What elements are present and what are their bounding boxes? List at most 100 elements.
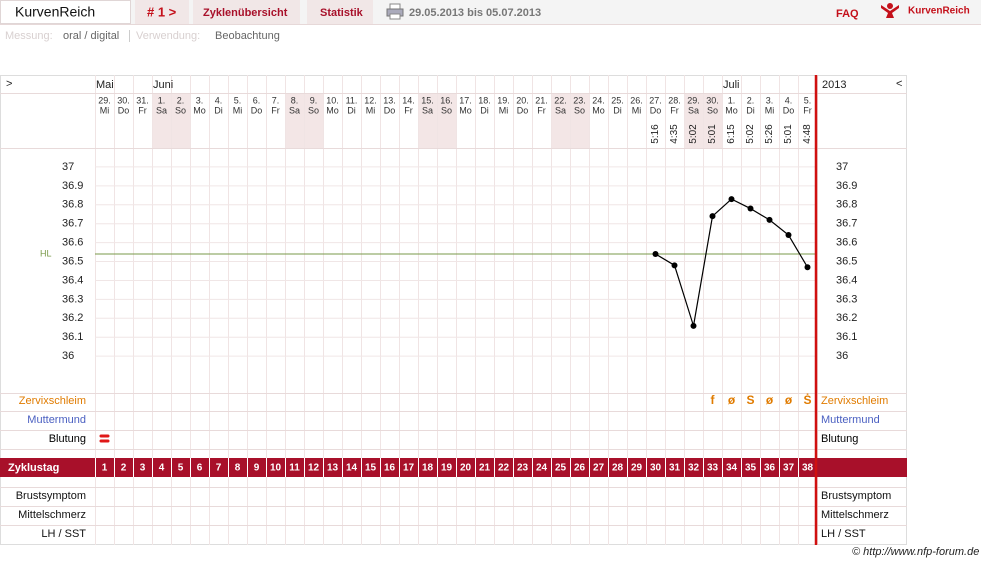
cycle-tab[interactable] bbox=[135, 0, 189, 24]
month-label: Juni bbox=[153, 79, 173, 91]
y-tick-label: 36.4 bbox=[836, 274, 857, 286]
weekday-label: Fr bbox=[670, 105, 679, 115]
y-tick-label: 36.6 bbox=[62, 237, 83, 249]
cycle-day: 31 bbox=[669, 463, 681, 474]
temperature-point bbox=[804, 264, 811, 271]
weekend-shade bbox=[285, 94, 304, 148]
weekend-shade bbox=[684, 94, 703, 148]
weekday-label: Mi bbox=[100, 105, 110, 115]
cycle-day: 24 bbox=[536, 463, 548, 474]
day-label: 16. bbox=[440, 95, 453, 105]
row-label: Brustsymptom bbox=[16, 490, 86, 502]
weekday-label: Fr bbox=[138, 105, 147, 115]
cycle-day: 27 bbox=[593, 463, 605, 474]
y-tick-label: 36.2 bbox=[62, 312, 83, 324]
weekday-label: Di bbox=[613, 105, 622, 115]
weekday-label: Sa bbox=[555, 105, 566, 115]
y-tick-label: 36.6 bbox=[836, 237, 857, 249]
bleeding-stroke bbox=[99, 434, 110, 438]
y-tick-label: 36.7 bbox=[836, 218, 857, 230]
bleeding-stroke bbox=[99, 439, 110, 443]
tab[interactable] bbox=[307, 0, 373, 24]
weekday-label: Di bbox=[480, 105, 489, 115]
nav-button[interactable]: < bbox=[896, 78, 902, 90]
time-label: 5:01 bbox=[707, 124, 718, 144]
weekend-shade bbox=[152, 94, 171, 148]
temperature-point bbox=[652, 250, 659, 257]
row-label: Muttermund bbox=[27, 414, 86, 426]
cycle-day: 7 bbox=[216, 463, 222, 474]
weekday-label: Mi bbox=[765, 105, 775, 115]
weekend-shade bbox=[304, 94, 323, 148]
temperature-point bbox=[728, 196, 735, 203]
y-tick-label: 36.5 bbox=[836, 255, 857, 267]
weekday-label: Mi bbox=[366, 105, 376, 115]
cycle-day: 36 bbox=[764, 463, 776, 474]
y-tick-label: 36.3 bbox=[62, 293, 83, 305]
cycle-day: 28 bbox=[612, 463, 624, 474]
cycle-day: 1 bbox=[102, 463, 108, 474]
month-label: Juli bbox=[723, 79, 740, 91]
weekend-shade bbox=[437, 94, 456, 148]
weekday-label: Mo bbox=[725, 105, 738, 115]
row-label: Mittelschmerz bbox=[18, 509, 86, 521]
day-label: 4. bbox=[785, 95, 793, 105]
weekday-label: Mi bbox=[499, 105, 509, 115]
day-label: 23. bbox=[573, 95, 586, 105]
day-label: 3. bbox=[766, 95, 774, 105]
weekday-label: So bbox=[574, 105, 585, 115]
day-label: 24. bbox=[592, 95, 605, 105]
weekday-label: Do bbox=[517, 105, 529, 115]
row-label: LH / SST bbox=[821, 528, 866, 540]
time-label: 4:48 bbox=[802, 124, 813, 144]
cycle-day: 4 bbox=[159, 463, 165, 474]
year-label: 2013 bbox=[822, 79, 846, 91]
cycle-day: 22 bbox=[498, 463, 510, 474]
cycle-day: 34 bbox=[726, 463, 738, 474]
weekday-label: Do bbox=[118, 105, 130, 115]
cycle-day: 25 bbox=[555, 463, 567, 474]
cycle-day: 12 bbox=[308, 463, 320, 474]
app-title: KurvenReich bbox=[15, 4, 95, 20]
weekday-label: Mi bbox=[632, 105, 642, 115]
cycle-day: 19 bbox=[441, 463, 453, 474]
y-tick-label: 36.5 bbox=[62, 255, 83, 267]
cycle-day: 23 bbox=[517, 463, 529, 474]
day-label: 31. bbox=[136, 95, 149, 105]
nav-button[interactable]: > bbox=[6, 78, 12, 90]
weekday-label: Mo bbox=[592, 105, 605, 115]
time-label: 5:16 bbox=[650, 124, 661, 144]
month-label: Mai bbox=[96, 79, 114, 91]
tab-label[interactable]: Statistik bbox=[320, 7, 364, 19]
tab[interactable] bbox=[193, 0, 300, 24]
row-label: Blutung bbox=[821, 433, 858, 445]
observation-symbol: f bbox=[711, 393, 716, 407]
cycle-day: 5 bbox=[178, 463, 184, 474]
row-label: Muttermund bbox=[821, 414, 880, 426]
day-label: 2. bbox=[177, 95, 185, 105]
day-label: 4. bbox=[215, 95, 223, 105]
cycle-day: 33 bbox=[707, 463, 719, 474]
weekday-label: Sa bbox=[156, 105, 167, 115]
printer-icon[interactable] bbox=[386, 3, 404, 20]
tab-label[interactable]: Zyklenübersicht bbox=[203, 7, 288, 19]
weekday-label: So bbox=[441, 105, 452, 115]
day-label: 22. bbox=[554, 95, 567, 105]
cycle-tab-label[interactable]: # 1 > bbox=[147, 4, 177, 19]
weekday-label: Do bbox=[650, 105, 662, 115]
day-label: 26. bbox=[630, 95, 643, 105]
faq-link[interactable]: FAQ bbox=[836, 8, 859, 20]
cycle-day: 3 bbox=[140, 463, 146, 474]
logo-text: KurvenReich bbox=[908, 6, 970, 17]
temperature-point bbox=[709, 213, 716, 220]
day-label: 5. bbox=[234, 95, 242, 105]
cycle-day: 11 bbox=[289, 463, 300, 474]
y-tick-label: 36.1 bbox=[62, 331, 83, 343]
y-tick-label: 37 bbox=[62, 161, 74, 173]
time-label: 5:01 bbox=[783, 124, 794, 144]
row-label: Brustsymptom bbox=[821, 490, 891, 502]
y-tick-label: 36.2 bbox=[836, 312, 857, 324]
y-tick-label: 36.8 bbox=[62, 199, 83, 211]
y-tick-label: 37 bbox=[836, 161, 848, 173]
day-label: 30. bbox=[117, 95, 130, 105]
